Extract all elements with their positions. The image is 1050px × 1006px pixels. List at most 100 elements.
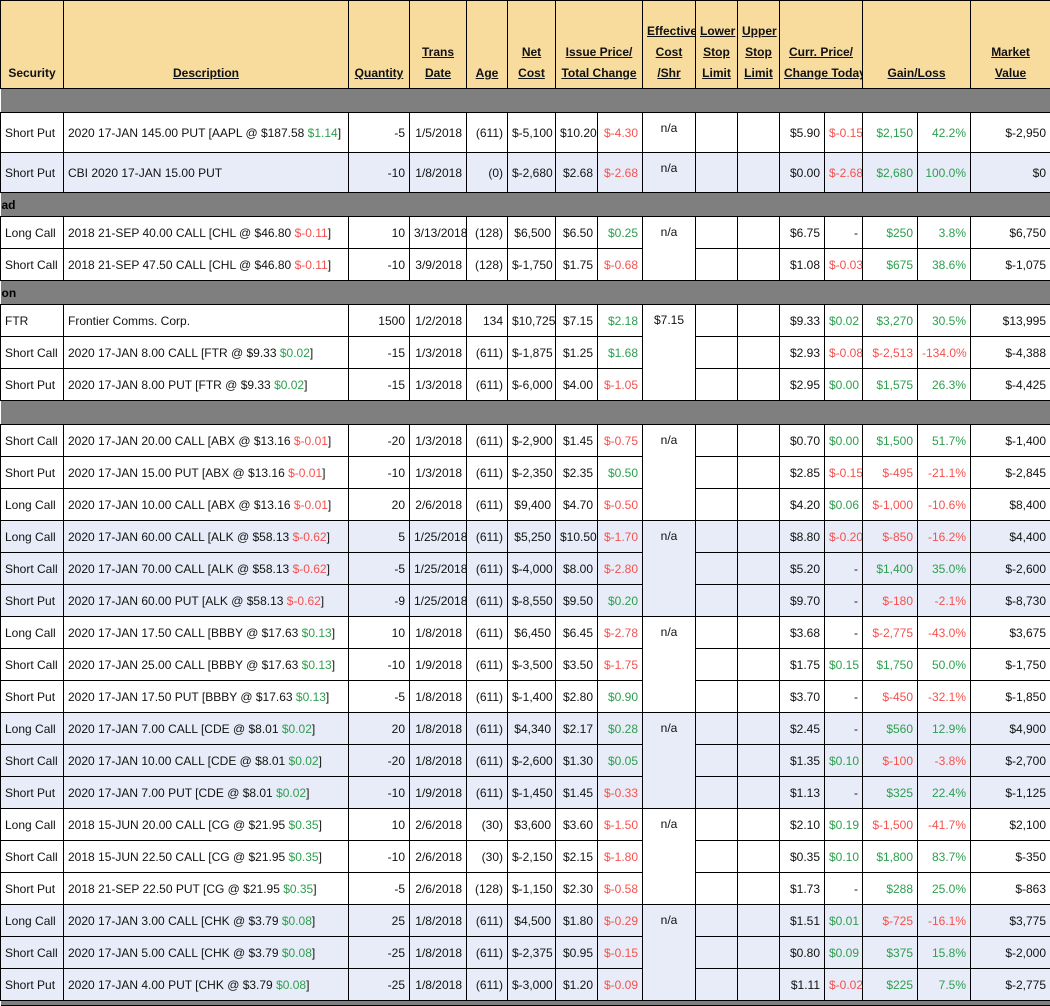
cell-market-value: $0 [971, 153, 1050, 193]
cell-quantity: -25 [349, 937, 410, 969]
column-header-issue-price[interactable]: Issue Price/Total Change [556, 1, 643, 89]
cell-market-value: $4,900 [971, 713, 1050, 745]
description-bracket-close: ] [328, 226, 331, 240]
cell-security: Short Call [1, 745, 64, 777]
cell-upper-stop-limit [738, 489, 780, 521]
cell-quantity: 10 [349, 617, 410, 649]
description-underlying-change: $-0.01 [294, 434, 328, 448]
cell-market-value: $-2,775 [971, 969, 1050, 1001]
description-underlying-change: $1.14 [308, 126, 338, 140]
cell-change-today: $-0.02 [825, 969, 863, 1001]
cell-quantity: -10 [349, 457, 410, 489]
cell-gain-loss-pct: 35.0% [918, 553, 971, 585]
description-bracket-close: ] [304, 378, 307, 392]
column-header-age[interactable]: Age [467, 1, 508, 89]
description-text: 2018 15-JUN 22.50 CALL [CG @ $21.95 [68, 850, 289, 864]
cell-change-today: $-0.20 [825, 521, 863, 553]
cell-gain-loss: $225 [863, 969, 918, 1001]
cell-net-cost: $-1,400 [508, 681, 556, 713]
cell-lower-stop-limit [696, 681, 738, 713]
cell-issue-price: $6.50 [556, 217, 598, 249]
header-label-line: Stop [742, 45, 775, 60]
cell-upper-stop-limit [738, 113, 780, 153]
description-bracket-close: ] [319, 818, 322, 832]
cell-gain-loss: $2,150 [863, 113, 918, 153]
column-header-quantity[interactable]: Quantity [349, 1, 410, 89]
cell-change-today: - [825, 217, 863, 249]
cell-security: Short Call [1, 841, 64, 873]
description-underlying-change: $0.02 [282, 722, 312, 736]
description-bracket-close: ] [332, 658, 335, 672]
description-text: 2020 17-JAN 7.00 CALL [CDE @ $8.01 [68, 722, 282, 736]
cell-lower-stop-limit [696, 425, 738, 457]
cell-change-today: $0.09 [825, 937, 863, 969]
cell-market-value: $-2,000 [971, 937, 1050, 969]
cell-total-change: $0.28 [598, 713, 643, 745]
cell-effective-cost: n/a [643, 521, 696, 617]
cell-gain-loss-pct: -32.1% [918, 681, 971, 713]
cell-description: 2020 17-JAN 8.00 PUT [FTR @ $9.33 $0.02] [64, 369, 349, 401]
cell-change-today: $-0.08 [825, 337, 863, 369]
cell-total-change: $0.05 [598, 745, 643, 777]
cell-trans-date: 1/8/2018 [410, 681, 467, 713]
description-text: 2020 17-JAN 7.00 PUT [CDE @ $8.01 [68, 786, 276, 800]
description-text: 2020 17-JAN 17.50 CALL [BBBY @ $17.63 [68, 626, 302, 640]
header-label-line: Upper [742, 24, 775, 39]
cell-net-cost: $-1,875 [508, 337, 556, 369]
cell-security: Short Put [1, 153, 64, 193]
cell-upper-stop-limit [738, 305, 780, 337]
cell-security: Long Call [1, 217, 64, 249]
cell-curr-price: $2.85 [780, 457, 825, 489]
column-header-description[interactable]: Description [64, 1, 349, 89]
cell-lower-stop-limit [696, 305, 738, 337]
description-bracket-close: ] [306, 786, 309, 800]
cell-lower-stop-limit [696, 153, 738, 193]
cell-age: (611) [467, 777, 508, 809]
column-header-gain-loss[interactable]: Gain/Loss [863, 1, 971, 89]
cell-lower-stop-limit [696, 457, 738, 489]
description-text: 2020 17-JAN 10.00 CALL [ABX @ $13.16 [68, 498, 294, 512]
cell-upper-stop-limit [738, 553, 780, 585]
cell-quantity: 20 [349, 713, 410, 745]
cell-market-value: $-1,850 [971, 681, 1050, 713]
group-separator-row: ad [1, 193, 1050, 217]
cell-description: 2020 17-JAN 7.00 CALL [CDE @ $8.01 $0.02… [64, 713, 349, 745]
cell-total-change: $-0.33 [598, 777, 643, 809]
description-text: 2020 17-JAN 3.00 CALL [CHK @ $3.79 [68, 914, 282, 928]
cell-upper-stop-limit [738, 249, 780, 281]
cell-security: FTR [1, 305, 64, 337]
column-header-curr-price[interactable]: Curr. Price/Change Today [780, 1, 863, 89]
cell-description: Frontier Comms. Corp. [64, 305, 349, 337]
cell-upper-stop-limit [738, 217, 780, 249]
cell-total-change: $-2.80 [598, 553, 643, 585]
cell-net-cost: $-2,900 [508, 425, 556, 457]
cell-trans-date: 1/2/2018 [410, 305, 467, 337]
cell-issue-price: $2.68 [556, 153, 598, 193]
cell-age: (611) [467, 369, 508, 401]
header-label-line: Security [5, 66, 59, 81]
header-label-line: Curr. Price/ [784, 45, 858, 60]
cell-issue-price: $1.25 [556, 337, 598, 369]
group-separator [1, 89, 1050, 113]
description-underlying-change: $0.02 [280, 346, 310, 360]
group-separator-label: on [2, 286, 17, 300]
cell-change-today: $0.01 [825, 905, 863, 937]
cell-upper-stop-limit [738, 337, 780, 369]
cell-trans-date: 1/8/2018 [410, 745, 467, 777]
cell-lower-stop-limit [696, 745, 738, 777]
cell-upper-stop-limit [738, 745, 780, 777]
cell-market-value: $2,100 [971, 809, 1050, 841]
cell-description: 2020 17-JAN 10.00 CALL [ABX @ $13.16 $-0… [64, 489, 349, 521]
cell-net-cost: $9,400 [508, 489, 556, 521]
cell-age: (611) [467, 649, 508, 681]
cell-gain-loss-pct: -10.6% [918, 489, 971, 521]
